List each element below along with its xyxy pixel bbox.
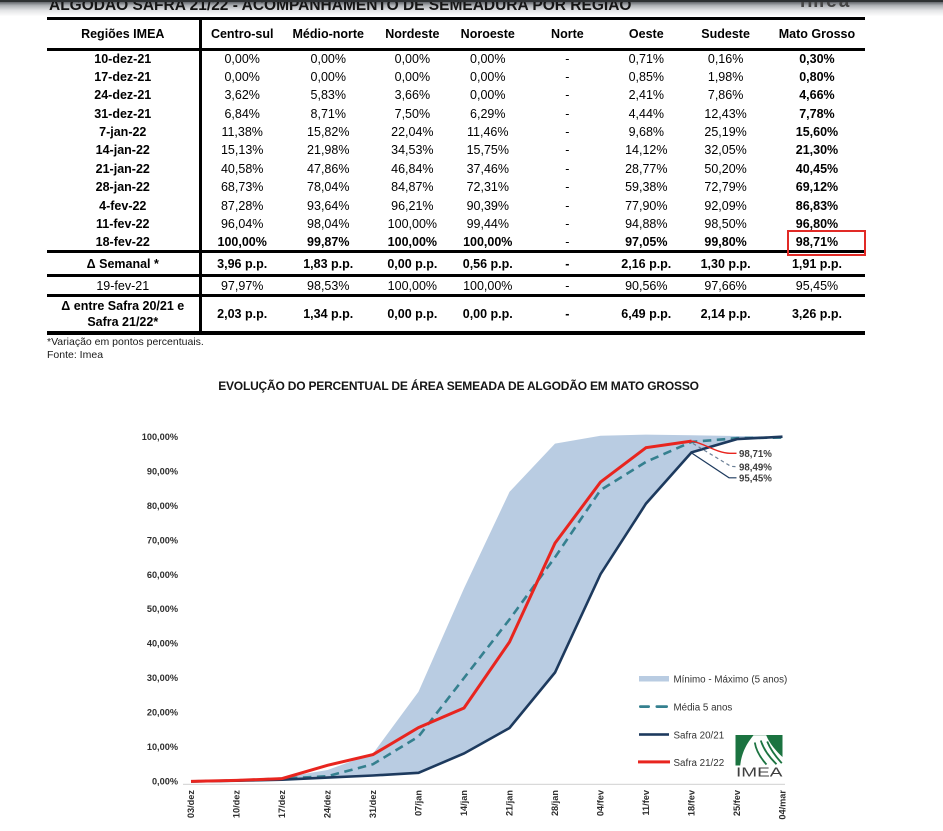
svg-text:98,49%: 98,49% (739, 462, 772, 473)
svg-text:31/dez: 31/dez (368, 790, 378, 818)
svg-text:03/dez: 03/dez (186, 790, 196, 818)
svg-text:20,00%: 20,00% (147, 708, 178, 718)
svg-text:10,00%: 10,00% (147, 742, 178, 752)
svg-text:17/dez: 17/dez (277, 790, 287, 818)
svg-text:24/dez: 24/dez (323, 790, 333, 818)
svg-text:70,00%: 70,00% (147, 535, 178, 545)
svg-text:60,00%: 60,00% (147, 570, 178, 580)
svg-text:Safra 21/22: Safra 21/22 (674, 758, 725, 769)
svg-text:50,00%: 50,00% (147, 604, 178, 614)
svg-text:28/jan: 28/jan (550, 790, 560, 816)
svg-text:80,00%: 80,00% (147, 501, 178, 511)
svg-text:40,00%: 40,00% (147, 639, 178, 649)
svg-text:04/mar: 04/mar (778, 790, 788, 820)
svg-text:10/dez: 10/dez (232, 790, 242, 818)
svg-text:18/fev: 18/fev (687, 789, 697, 816)
svg-text:30,00%: 30,00% (147, 673, 178, 683)
svg-text:07/jan: 07/jan (414, 790, 424, 816)
svg-text:90,00%: 90,00% (147, 466, 178, 476)
svg-text:04/fev: 04/fev (596, 789, 606, 816)
svg-text:14/jan: 14/jan (459, 790, 469, 816)
svg-text:98,71%: 98,71% (739, 449, 772, 460)
svg-text:IMEA: IMEA (736, 766, 784, 780)
svg-text:95,45%: 95,45% (739, 474, 772, 485)
svg-text:25/fev: 25/fev (732, 789, 742, 816)
svg-text:21/jan: 21/jan (505, 790, 515, 816)
svg-text:Safra 20/21: Safra 20/21 (674, 730, 725, 741)
svg-text:11/fev: 11/fev (641, 789, 651, 815)
svg-text:0,00%: 0,00% (152, 777, 178, 787)
svg-text:Média 5 anos: Média 5 anos (674, 703, 733, 714)
svg-text:Mínimo - Máximo (5 anos): Mínimo - Máximo (5 anos) (674, 674, 788, 685)
svg-text:100,00%: 100,00% (142, 432, 178, 442)
